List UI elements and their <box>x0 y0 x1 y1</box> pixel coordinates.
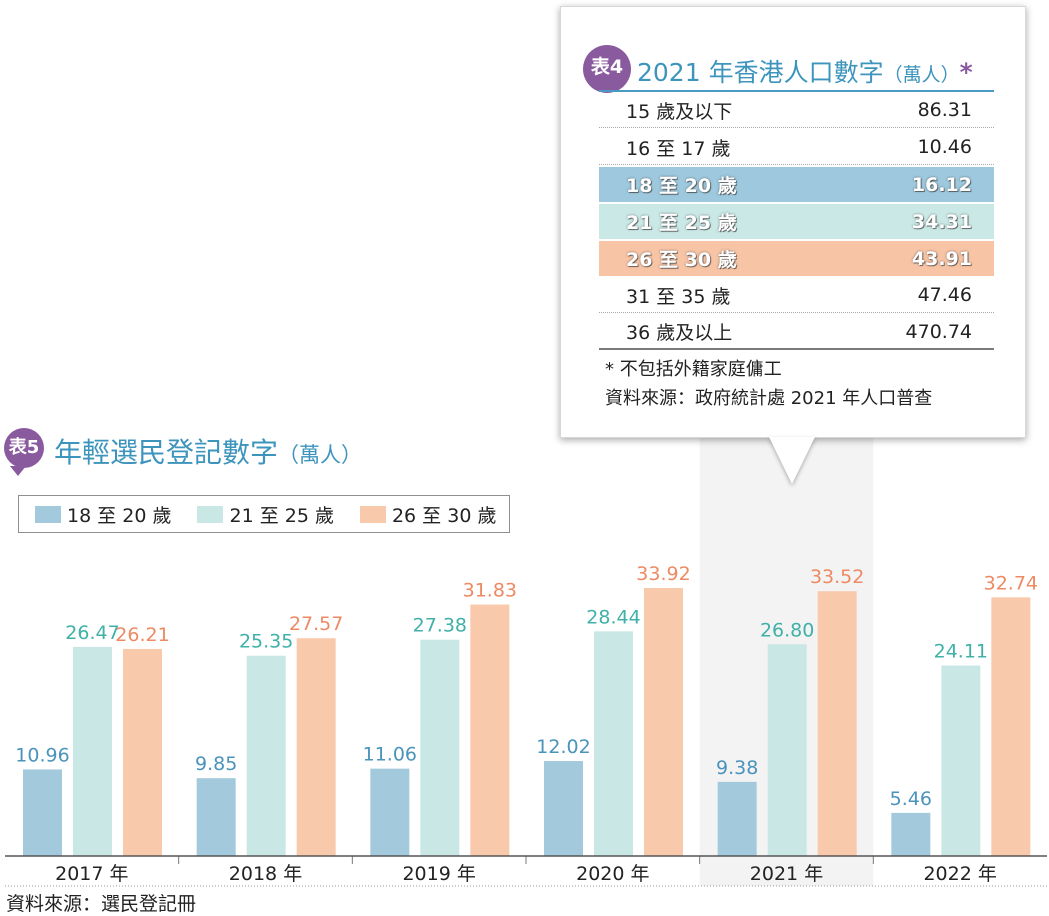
bar <box>941 665 981 856</box>
bar <box>296 638 336 856</box>
chart-legend: 18 至 20 歲 21 至 25 歲 26 至 30 歲 <box>18 495 510 533</box>
table4-row: 36 歲及以上 470.74 <box>599 315 994 350</box>
table4-row: 15 歲及以下 86.31 <box>599 93 994 128</box>
chart-source: 資料來源：選民登記冊 <box>6 893 197 915</box>
x-tick-label: 2017 年 <box>55 863 128 885</box>
data-label: 9.85 <box>195 753 237 775</box>
data-label: 33.52 <box>810 566 864 588</box>
data-label: 25.35 <box>239 631 293 653</box>
table4-top-rule <box>599 90 994 92</box>
table4-badge: 表4 <box>583 45 631 93</box>
table4-row-value: 16.12 <box>911 173 972 196</box>
data-label: 26.47 <box>65 622 119 644</box>
x-tick-label: 2022 年 <box>923 863 996 885</box>
data-label: 5.46 <box>890 788 932 810</box>
table4-row-label: 36 歲及以上 <box>626 322 733 344</box>
legend-swatch-18-20 <box>35 505 61 523</box>
table4-title: 2021 年香港人口數字（萬人）* <box>637 53 973 89</box>
data-label: 26.80 <box>760 619 814 641</box>
population-table-popup: 表4 2021 年香港人口數字（萬人）* 15 歲及以下 86.31 16 至 17… <box>560 6 1026 438</box>
table4-title-main: 2021 年香港人口數字 <box>637 58 884 87</box>
data-label: 32.74 <box>984 572 1038 594</box>
data-label: 11.06 <box>363 744 417 766</box>
bar <box>23 769 62 856</box>
table4-row-value: 470.74 <box>905 320 972 343</box>
table4-row-label: 16 至 17 歲 <box>626 137 731 160</box>
data-label: 12.02 <box>536 736 590 758</box>
x-tick-label: 2021 年 <box>750 863 823 885</box>
table4-row-value: 47.46 <box>917 284 972 306</box>
bar <box>767 644 807 856</box>
table4-source: 資料來源：政府統計處 2021 年人口普查 <box>605 388 933 409</box>
bar <box>544 761 583 856</box>
legend-swatch-21-25 <box>197 505 224 523</box>
legend-swatch-26-30 <box>359 505 386 523</box>
chart-title-unit: （萬人） <box>278 443 363 467</box>
data-label: 24.11 <box>934 641 988 663</box>
table5-badge: 表5 <box>4 428 44 476</box>
bar <box>817 591 857 856</box>
population-table: 15 歲及以下 86.31 16 至 17 歲 10.46 18 至 20 歲 16.12… <box>599 93 994 352</box>
table4-row: 26 至 30 歲 43.91 <box>599 241 994 276</box>
table4-row: 16 至 17 歲 10.46 <box>599 130 994 165</box>
legend-item: 26 至 30 歲 <box>359 501 497 528</box>
bar <box>196 778 236 856</box>
table4-row-value: 10.46 <box>917 136 972 158</box>
bar <box>73 646 112 856</box>
table4-row-value: 34.31 <box>911 210 972 233</box>
table4-row-label: 21 至 25 歲 <box>626 212 737 234</box>
data-label: 31.83 <box>463 580 517 602</box>
data-label: 33.92 <box>636 563 690 585</box>
bar <box>644 588 683 856</box>
legend-label: 18 至 20 歲 <box>67 504 172 527</box>
table4-title-unit: （萬人） <box>883 64 960 86</box>
popup-pointer <box>769 437 815 484</box>
bar <box>717 781 757 856</box>
legend-item: 18 至 20 歲 <box>35 501 171 528</box>
data-label: 28.44 <box>586 606 640 628</box>
bar <box>246 655 286 856</box>
table4-row-label: 31 至 35 歲 <box>626 285 731 308</box>
legend-label: 21 至 25 歲 <box>229 504 334 527</box>
bar <box>594 631 633 856</box>
bar <box>123 648 162 856</box>
table4-row: 18 至 20 歲 16.12 <box>599 167 994 202</box>
bar <box>891 812 931 856</box>
table4-row-label: 18 至 20 歲 <box>626 175 737 197</box>
table4-row-label: 26 至 30 歲 <box>626 249 737 271</box>
x-tick-label: 2020 年 <box>576 863 649 885</box>
data-label: 10.96 <box>15 744 69 766</box>
table4-title-star: * <box>959 58 973 87</box>
table4-row-value: 43.91 <box>911 247 972 270</box>
table4-note: * 不包括外籍家庭傭工 <box>605 359 782 380</box>
table4-row: 21 至 25 歲 34.31 <box>599 204 994 239</box>
bar <box>370 768 410 856</box>
table4-row: 31 至 35 歲 47.46 <box>599 278 994 313</box>
table4-row-label: 15 歲及以下 <box>626 100 733 123</box>
legend-label: 26 至 30 歲 <box>391 504 497 527</box>
data-label: 27.57 <box>289 613 343 635</box>
x-tick-label: 2018 年 <box>229 863 302 885</box>
bar <box>470 604 510 856</box>
data-label: 26.21 <box>115 624 169 646</box>
chart-title-main: 年輕選民登記數字 <box>54 436 279 469</box>
chart-title: 年輕選民登記數字（萬人） <box>54 431 362 471</box>
data-label: 9.38 <box>716 757 758 779</box>
data-label: 27.38 <box>413 615 467 637</box>
table4-row-value: 86.31 <box>917 99 972 121</box>
bar <box>420 639 460 856</box>
bar <box>991 597 1031 856</box>
x-tick-label: 2019 年 <box>402 863 475 885</box>
legend-item: 21 至 25 歲 <box>197 501 334 528</box>
